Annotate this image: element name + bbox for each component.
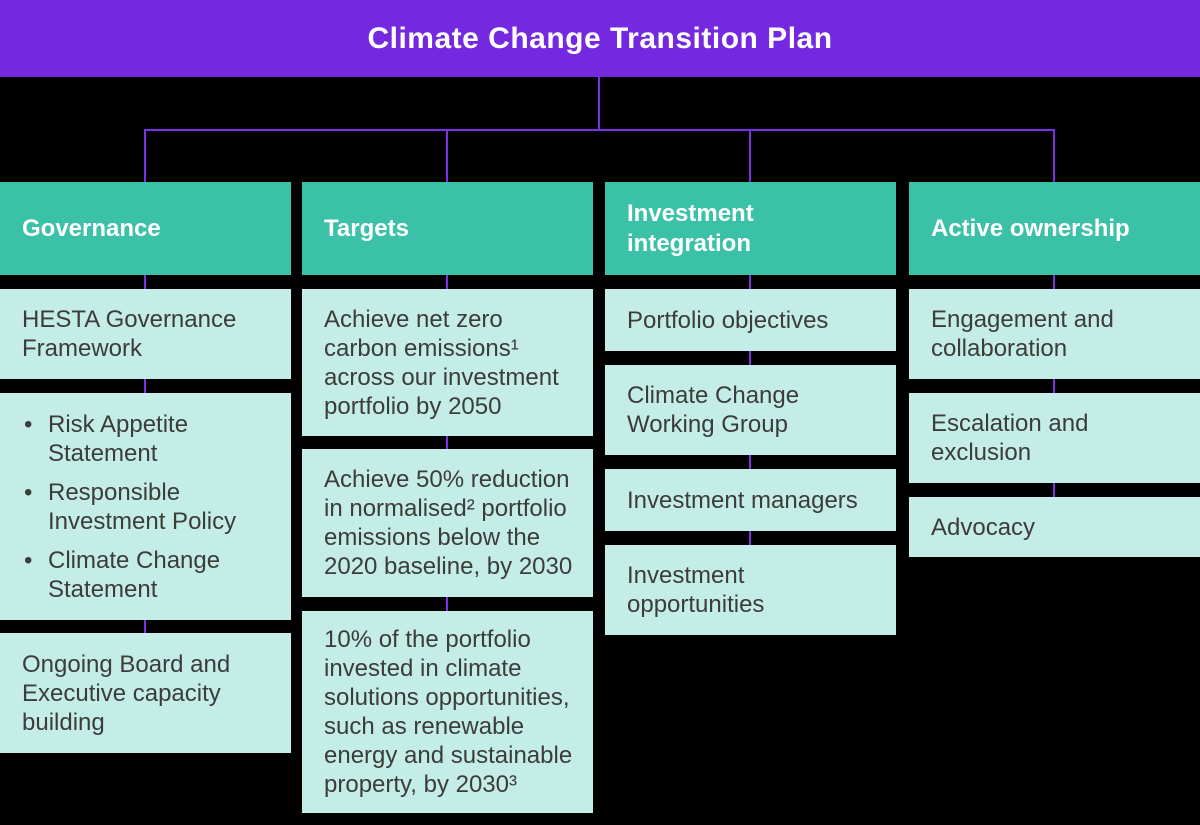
column-header-text: Targets (324, 214, 409, 242)
column-header-text: Investment integration (627, 199, 754, 257)
bullet-dot-icon (24, 410, 48, 468)
column-governance: Governance HESTA Governance Framework Ri… (0, 0, 291, 825)
targets-item-50pct-reduction-2030: Achieve 50% reduction in normalised² por… (302, 449, 593, 597)
box-text: Portfolio objectives (627, 306, 829, 334)
investment-item-investment-opportunities: Investment opportunities (605, 545, 896, 635)
bullet-text: Risk Appetite Statement (48, 410, 189, 467)
box-text: Climate Change Working Group (627, 382, 800, 438)
bullet-item: Responsible Investment Policy (22, 478, 236, 536)
box-text: Advocacy (931, 513, 1036, 541)
column-header-targets: Targets (302, 182, 593, 275)
column-active-ownership: Active ownership Engagement and collabor… (909, 0, 1200, 825)
box-text: Ongoing Board and Executive capacity bui… (22, 650, 231, 736)
connector-spine-governance (144, 129, 146, 644)
box-text: Achieve 50% reduction in normalised² por… (324, 466, 573, 580)
column-targets: Targets Achieve net zero carbon emission… (302, 0, 593, 825)
ownership-item-engagement-collaboration: Engagement and collaboration (909, 289, 1200, 379)
bullet-list: Risk Appetite Statement Responsible Inve… (22, 410, 236, 604)
column-header-active-ownership: Active ownership (909, 182, 1200, 275)
ownership-item-escalation-exclusion: Escalation and exclusion (909, 393, 1200, 483)
column-header-text: Governance (22, 214, 161, 242)
governance-item-hesta-framework: HESTA Governance Framework (0, 289, 291, 379)
column-header-governance: Governance (0, 182, 291, 275)
governance-item-capacity-building: Ongoing Board and Executive capacity bui… (0, 633, 291, 753)
bullet-item: Climate Change Statement (22, 546, 236, 604)
connector-branch-bar (144, 129, 1055, 131)
box-text: Escalation and exclusion (931, 410, 1089, 466)
title-banner: Climate Change Transition Plan (0, 0, 1200, 77)
bullet-dot-icon (24, 546, 48, 604)
investment-item-climate-change-working-group: Climate Change Working Group (605, 365, 896, 455)
column-investment-integration: Investment integration Portfolio objecti… (605, 0, 896, 825)
box-text: Investment managers (627, 486, 858, 514)
column-header-text: Active ownership (931, 214, 1130, 242)
bullet-text: Climate Change Statement (48, 546, 221, 603)
targets-item-10pct-climate-solutions: 10% of the portfolio invested in climate… (302, 611, 593, 813)
box-text: HESTA Governance Framework (22, 306, 237, 362)
bullet-text: Responsible Investment Policy (48, 478, 237, 535)
box-text: 10% of the portfolio invested in climate… (324, 626, 573, 798)
page-title: Climate Change Transition Plan (367, 21, 833, 55)
bullet-dot-icon (24, 478, 48, 536)
investment-item-portfolio-objectives: Portfolio objectives (605, 289, 896, 351)
governance-item-policies: Risk Appetite Statement Responsible Inve… (0, 393, 291, 620)
connector-root-drop (598, 77, 600, 131)
targets-item-net-zero-2050: Achieve net zero carbon emissions¹ acros… (302, 289, 593, 436)
box-text: Investment opportunities (627, 562, 765, 618)
bullet-item: Risk Appetite Statement (22, 410, 236, 468)
column-header-investment-integration: Investment integration (605, 182, 896, 275)
investment-item-investment-managers: Investment managers (605, 469, 896, 531)
box-text: Engagement and collaboration (931, 306, 1114, 362)
box-text: Achieve net zero carbon emissions¹ acros… (324, 305, 559, 420)
ownership-item-advocacy: Advocacy (909, 497, 1200, 557)
